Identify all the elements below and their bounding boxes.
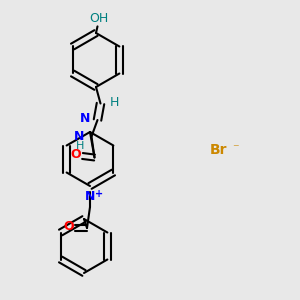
Text: N: N xyxy=(74,130,84,143)
Text: N: N xyxy=(85,190,95,203)
Text: ⁻: ⁻ xyxy=(232,142,239,155)
Text: OH: OH xyxy=(89,13,109,26)
Text: H: H xyxy=(76,141,84,151)
Text: +: + xyxy=(95,189,104,199)
Text: O: O xyxy=(63,220,74,233)
Text: H: H xyxy=(110,95,119,109)
Text: Br: Br xyxy=(210,143,227,157)
Text: N: N xyxy=(80,112,90,125)
Text: O: O xyxy=(70,148,81,161)
